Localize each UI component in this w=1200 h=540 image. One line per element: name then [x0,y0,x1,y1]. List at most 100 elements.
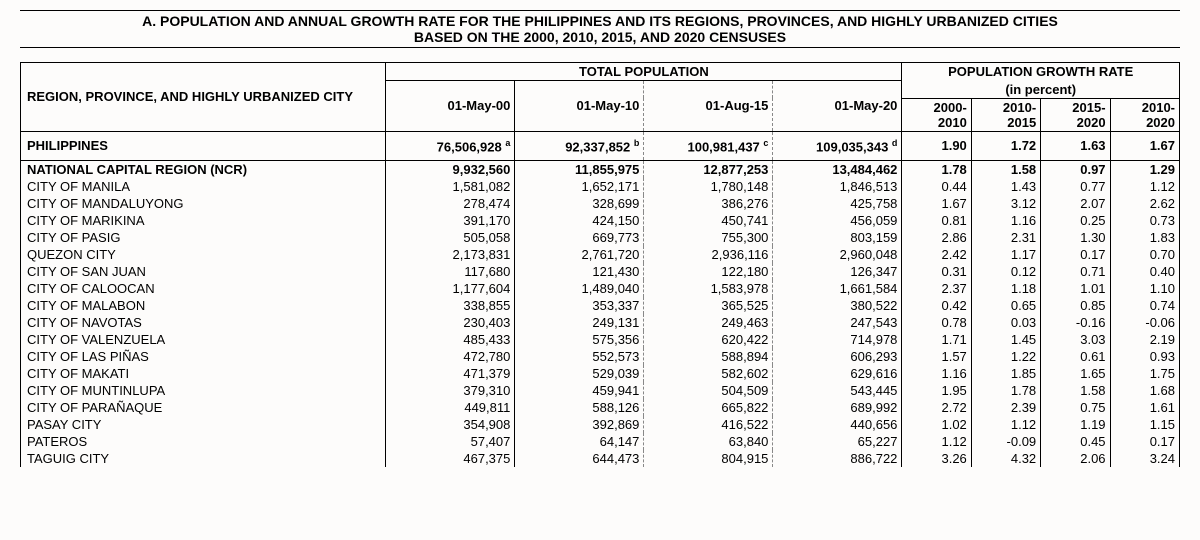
table-row: CITY OF SAN JUAN117,680121,430122,180126… [21,263,1180,280]
pop-cell: 629,616 [773,365,902,382]
rate-cell: 0.17 [1041,246,1110,263]
pop-cell: 11,855,975 [515,160,644,178]
pop-cell: 117,680 [386,263,515,280]
pop-cell: 485,433 [386,331,515,348]
rate-cell: 1.43 [971,178,1040,195]
pop-cell: 588,126 [515,399,644,416]
rate-cell: 3.26 [902,450,971,467]
pop-cell: 230,403 [386,314,515,331]
rate-cell: 0.78 [902,314,971,331]
pop-cell: 1,661,584 [773,280,902,297]
label-cell: CITY OF PARAÑAQUE [21,399,386,416]
pop-cell: 1,780,148 [644,178,773,195]
pop-cell: 582,602 [644,365,773,382]
pop-cell: 467,375 [386,450,515,467]
rate-cell: 2.39 [971,399,1040,416]
rate-cell: 1.12 [1110,178,1179,195]
rate-cell: 2.37 [902,280,971,297]
hdr-c2: 01-May-10 [515,81,644,132]
pop-cell: 126,347 [773,263,902,280]
rate-cell: -0.09 [971,433,1040,450]
pop-cell: 63,840 [644,433,773,450]
hdr-region: REGION, PROVINCE, AND HIGHLY URBANIZED C… [21,63,386,132]
pop-cell: 1,489,040 [515,280,644,297]
rate-cell: 1.30 [1041,229,1110,246]
pop-cell: 1,177,604 [386,280,515,297]
pop-cell: 2,173,831 [386,246,515,263]
rate-cell: 0.71 [1041,263,1110,280]
rate-cell: 1.85 [971,365,1040,382]
rate-cell: 1.58 [971,160,1040,178]
pop-cell: 665,822 [644,399,773,416]
pop-cell: 456,059 [773,212,902,229]
pop-cell: 338,855 [386,297,515,314]
table-row: CITY OF MANILA1,581,0821,652,1711,780,14… [21,178,1180,195]
rate-cell: 0.25 [1041,212,1110,229]
rate-cell: 1.16 [971,212,1040,229]
pop-cell: 425,758 [773,195,902,212]
rate-cell: 2.06 [1041,450,1110,467]
rate-cell: 1.22 [971,348,1040,365]
pop-cell: 100,981,437 c [644,131,773,160]
rate-cell: 1.90 [902,131,971,160]
rate-cell: 2.86 [902,229,971,246]
hdr-growth-sub: (in percent) [902,81,1180,99]
table-row: CITY OF MUNTINLUPA379,310459,941504,5095… [21,382,1180,399]
rate-cell: 1.15 [1110,416,1179,433]
pop-cell: 620,422 [644,331,773,348]
label-cell: QUEZON CITY [21,246,386,263]
rate-cell: 1.57 [902,348,971,365]
pop-cell: 1,583,978 [644,280,773,297]
pop-cell: 247,543 [773,314,902,331]
rate-cell: 0.74 [1110,297,1179,314]
rate-cell: 1.29 [1110,160,1179,178]
pop-cell: 552,573 [515,348,644,365]
label-cell: CITY OF MUNTINLUPA [21,382,386,399]
pop-cell: 379,310 [386,382,515,399]
pop-cell: 803,159 [773,229,902,246]
population-table: REGION, PROVINCE, AND HIGHLY URBANIZED C… [20,62,1180,467]
rate-cell: 1.78 [902,160,971,178]
label-cell: CITY OF NAVOTAS [21,314,386,331]
rate-cell: 1.61 [1110,399,1179,416]
rate-cell: 0.77 [1041,178,1110,195]
rate-cell: -0.16 [1041,314,1110,331]
pop-cell: 2,960,048 [773,246,902,263]
label-cell: CITY OF MANILA [21,178,386,195]
rate-cell: 1.65 [1041,365,1110,382]
hdr-c4: 01-May-20 [773,81,902,132]
rate-cell: 1.10 [1110,280,1179,297]
hdr-r3: 2015-2020 [1041,98,1110,131]
pop-cell: 886,722 [773,450,902,467]
rate-cell: 1.17 [971,246,1040,263]
label-cell: CITY OF LAS PIÑAS [21,348,386,365]
label-cell: PHILIPPINES [21,131,386,160]
pop-cell: 122,180 [644,263,773,280]
pop-cell: 1,846,513 [773,178,902,195]
label-cell: CITY OF MAKATI [21,365,386,382]
pop-cell: 353,337 [515,297,644,314]
label-cell: TAGUIG CITY [21,450,386,467]
pop-cell: 380,522 [773,297,902,314]
pop-cell: 57,407 [386,433,515,450]
table-row: CITY OF MALABON338,855353,337365,525380,… [21,297,1180,314]
pop-cell: 365,525 [644,297,773,314]
rate-cell: 0.85 [1041,297,1110,314]
pop-cell: 121,430 [515,263,644,280]
row-ncr: NATIONAL CAPITAL REGION (NCR)9,932,56011… [21,160,1180,178]
hdr-r2: 2010-2015 [971,98,1040,131]
pop-cell: 328,699 [515,195,644,212]
label-cell: NATIONAL CAPITAL REGION (NCR) [21,160,386,178]
label-cell: CITY OF CALOOCAN [21,280,386,297]
rate-cell: 1.12 [971,416,1040,433]
rate-cell: 0.42 [902,297,971,314]
label-cell: CITY OF MANDALUYONG [21,195,386,212]
pop-cell: 416,522 [644,416,773,433]
rate-cell: 1.02 [902,416,971,433]
pop-cell: 424,150 [515,212,644,229]
rate-cell: 0.93 [1110,348,1179,365]
rate-cell: 1.95 [902,382,971,399]
pop-cell: 1,581,082 [386,178,515,195]
table-row: CITY OF MAKATI471,379529,039582,602629,6… [21,365,1180,382]
pop-cell: 505,058 [386,229,515,246]
